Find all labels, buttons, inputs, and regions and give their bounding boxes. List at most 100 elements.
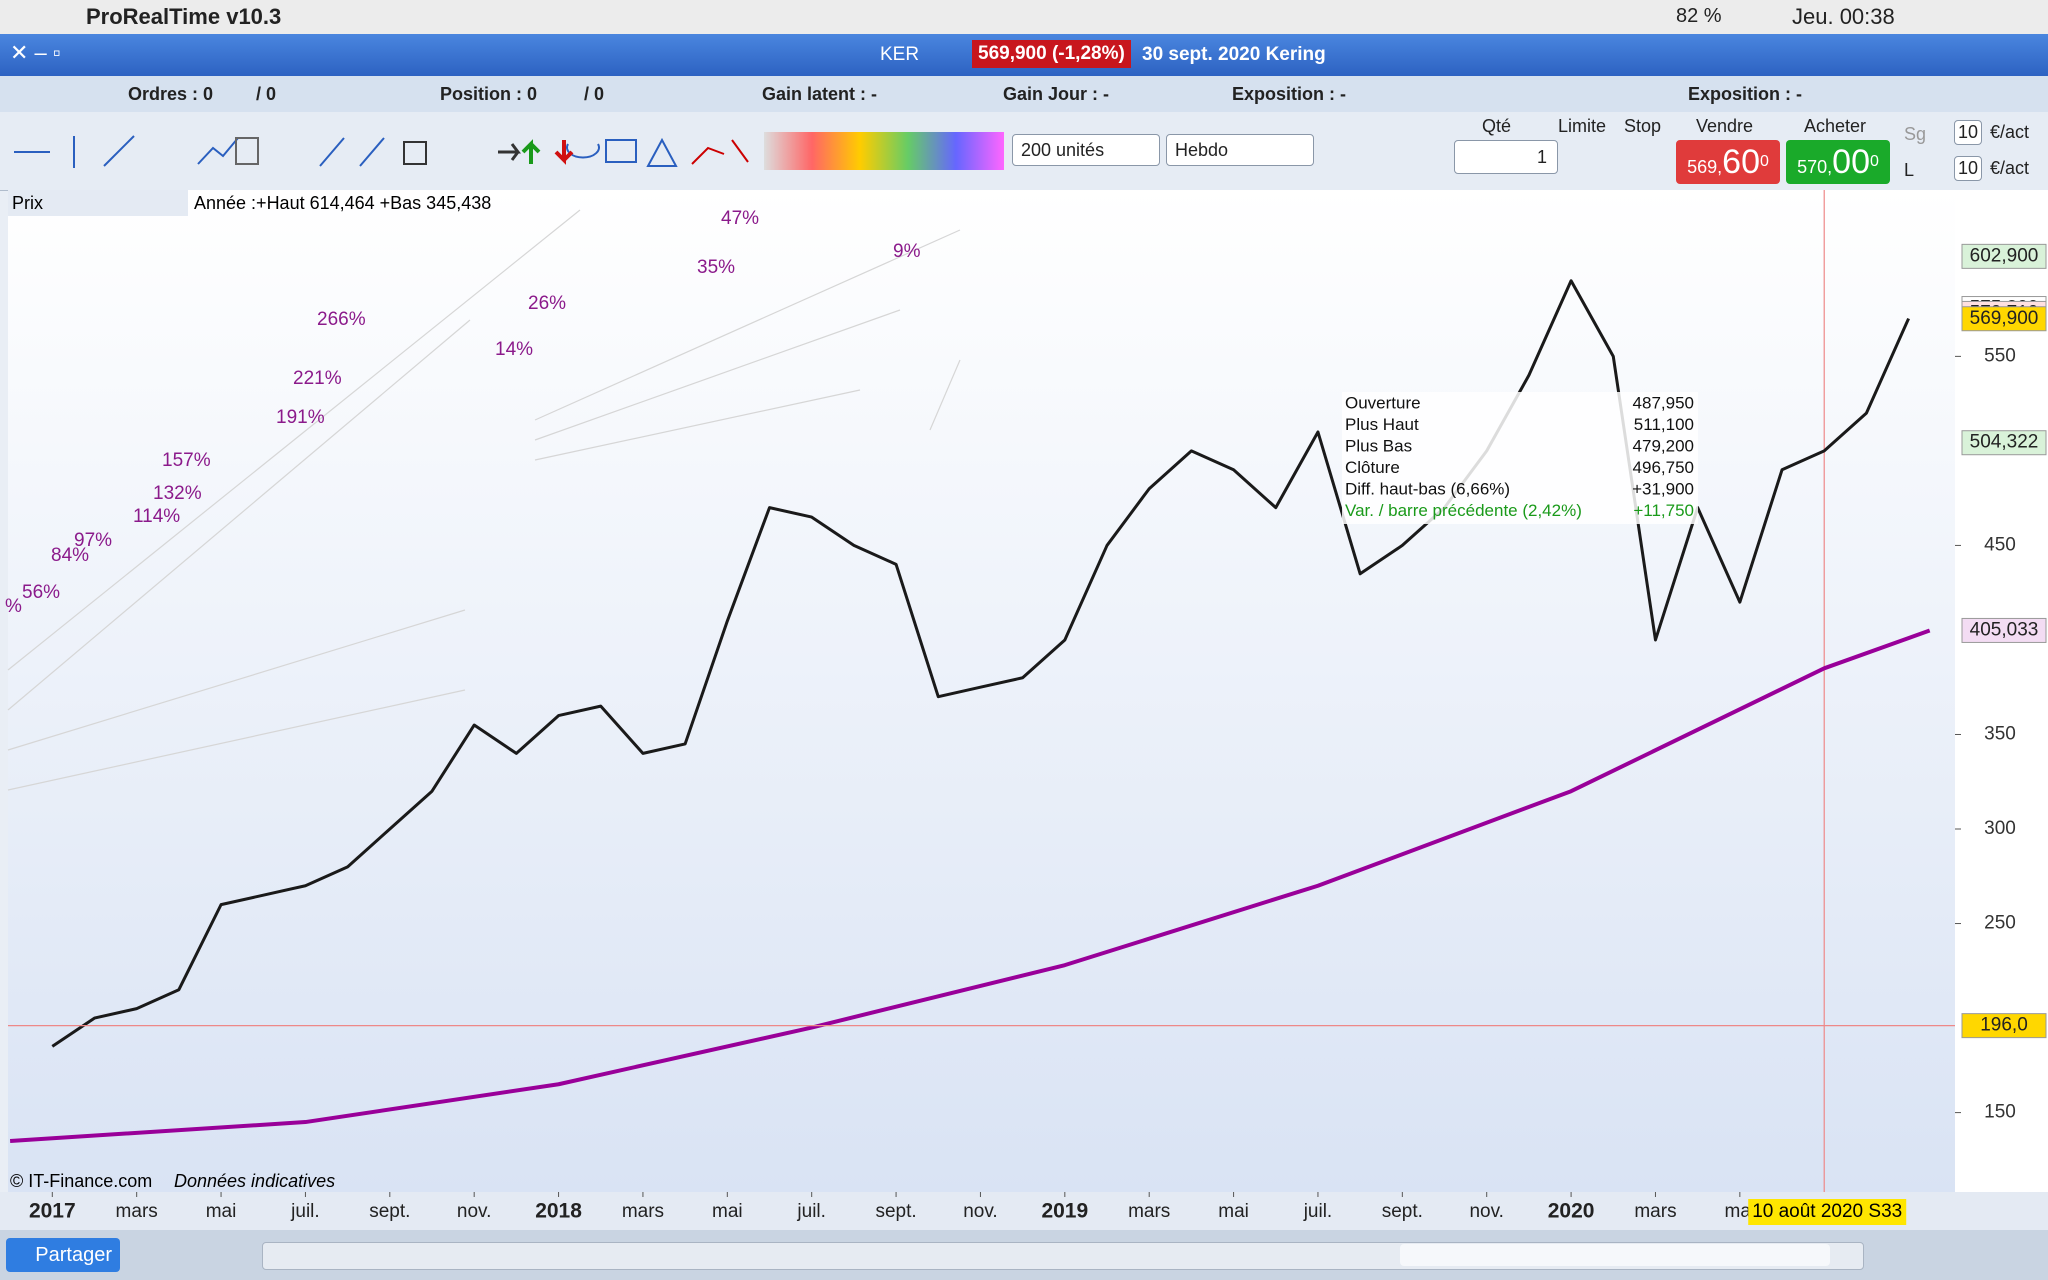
sell-price: 569,: [1687, 157, 1723, 177]
plot-area: [8, 190, 1955, 1192]
panel-info: Année :+Haut 614,464 +Bas 345,438: [194, 193, 491, 213]
menu-bar: ProRealTime v10.3 82 % Jeu. 00:38: [0, 0, 2048, 34]
last-price: 569,900 (-1,28%): [972, 40, 1131, 68]
x-tick-label: mars: [622, 1201, 664, 1222]
x-tick-label: mai: [1725, 1201, 1756, 1222]
units-select[interactable]: 200 unités: [1012, 134, 1160, 166]
l-checkbox[interactable]: L: [1904, 160, 1915, 180]
tooltip-label: Plus Bas: [1345, 436, 1412, 455]
tooltip-value: 496,750: [1633, 458, 1694, 477]
position-count: / 0: [584, 84, 605, 104]
fan-annotation: 157%: [162, 450, 211, 471]
sell-button[interactable]: 569,600: [1676, 140, 1780, 184]
time-axis: [0, 1192, 2048, 1230]
y-tick-label: 300: [1984, 818, 2016, 839]
x-tick-label: mars: [1128, 1201, 1170, 1222]
buy-price: 00: [1832, 143, 1870, 181]
sell-price: 60: [1722, 143, 1760, 181]
unrealized-gain: Gain latent : -: [762, 84, 878, 104]
x-tick-label: nov.: [1469, 1201, 1504, 1222]
tooltip: [1342, 392, 1698, 524]
buy-button[interactable]: 570,000: [1786, 140, 1890, 184]
fan-annotation: 84%: [51, 545, 89, 566]
price-line: [51, 279, 1910, 1048]
x-tick-label: mars: [116, 1201, 158, 1222]
stop-label[interactable]: Stop: [1624, 116, 1662, 136]
fan-annotation: 266%: [317, 309, 366, 330]
exposure: Exposition : -: [1688, 84, 1802, 104]
period-select[interactable]: Hebdo: [1166, 134, 1314, 166]
scroll-thumb[interactable]: [1400, 1244, 1830, 1266]
x-tick-label: 2017: [29, 1200, 76, 1223]
day-gain: Gain Jour : -: [1003, 84, 1110, 104]
x-tick-label: juil.: [1303, 1201, 1333, 1222]
unit: €/act: [1990, 122, 2030, 142]
fan-annotation: 35%: [697, 257, 735, 278]
fan-annotation: 191%: [276, 407, 325, 428]
price-label-bg: [1961, 617, 2047, 643]
l-qty[interactable]: 10: [1954, 156, 1983, 181]
app-name[interactable]: ProRealTime v10.3: [86, 4, 282, 29]
tooltip-value: +11,750: [1633, 501, 1694, 520]
x-tick-label: 2020: [1548, 1200, 1595, 1223]
price-label: 602,900: [1970, 245, 2039, 266]
x-tick-label: nov.: [963, 1201, 998, 1222]
color-palette[interactable]: [764, 132, 1004, 170]
buy-price: 0: [1869, 153, 1879, 170]
tooltip-label: Clôture: [1345, 458, 1400, 477]
x-tick-label: nov.: [457, 1201, 492, 1222]
qty-label: Qté: [1482, 116, 1512, 136]
price-label: 196,0: [1980, 1015, 2028, 1036]
fan-annotation: 47%: [721, 208, 759, 229]
x-tick-label: 2019: [1041, 1200, 1088, 1223]
sg-qty[interactable]: 10: [1954, 120, 1983, 145]
tooltip-value: 479,200: [1633, 436, 1694, 455]
x-tick-label: mai: [206, 1201, 237, 1222]
tooltip-value: +31,900: [1632, 479, 1694, 498]
sg-checkbox[interactable]: Sg: [1904, 124, 1927, 144]
orders-count: / 0: [256, 84, 277, 104]
buy-label: Acheter: [1804, 116, 1867, 136]
x-tick-label: mai: [1218, 1201, 1249, 1222]
fan-annotation: 221%: [293, 368, 342, 389]
x-tick-label: sept.: [1382, 1201, 1423, 1222]
fan-annotation: 56%: [22, 582, 60, 603]
window-title-bar: ✕ – ▫ KER 569,900 (-1,28%) 30 sept. 2020…: [0, 34, 2048, 76]
panel-title[interactable]: Prix: [12, 193, 43, 213]
tooltip-label: Diff. haut-bas (6,66%): [1345, 479, 1510, 498]
limit-label[interactable]: Limite: [1558, 116, 1607, 136]
close-button[interactable]: ✕ – ▫: [10, 40, 61, 65]
bottom-bar: Partager: [0, 1230, 2048, 1280]
chart: Prix Année :+Haut 614,464 +Bas 345,438 1…: [0, 190, 2048, 1230]
fan-annotation: 14%: [495, 339, 533, 360]
y-tick-label: 250: [1984, 913, 2016, 934]
sell-label: Vendre: [1696, 116, 1754, 136]
ticker[interactable]: KER: [880, 44, 920, 65]
panel-header: [8, 190, 188, 216]
y-tick-label: 150: [1984, 1102, 2016, 1123]
share-button[interactable]: Partager: [6, 1238, 120, 1272]
y-tick-label: 550: [1984, 345, 2016, 366]
fan-annotation: 132%: [153, 483, 202, 504]
x-tick-label: juil.: [290, 1201, 320, 1222]
status-bar: Ordres : 0 / 0 Position : 0 / 0 Gain lat…: [0, 76, 2048, 113]
tooltip-value: 487,950: [1633, 393, 1694, 412]
exposure: Exposition : -: [1232, 84, 1346, 104]
price-label-bg: [1961, 306, 2047, 332]
price-label-bg: [1961, 1013, 2047, 1039]
fan-annotation: 9%: [893, 241, 921, 262]
x-tick-label: sept.: [369, 1201, 410, 1222]
tooltip-label: Plus Haut: [1345, 415, 1419, 434]
price-label-bg: [1961, 430, 2047, 456]
battery[interactable]: 82 %: [1676, 5, 1722, 27]
drawing-tools[interactable]: [8, 126, 758, 176]
fan-annotation: %: [5, 596, 22, 617]
fan-annotation: 97%: [74, 530, 112, 551]
price-label: 504,322: [1970, 432, 2039, 453]
sell-price: 0: [1759, 153, 1769, 170]
qty-input[interactable]: 1: [1454, 140, 1558, 174]
toolbar: 200 unités Hebdo Qté 1 Limite Stop Vendr…: [0, 112, 2048, 191]
tooltip-label: Ouverture: [1345, 393, 1421, 412]
clock[interactable]: Jeu. 00:38: [1792, 4, 1895, 29]
cursor-label: 10 août 2020 S33: [1752, 1201, 1902, 1222]
